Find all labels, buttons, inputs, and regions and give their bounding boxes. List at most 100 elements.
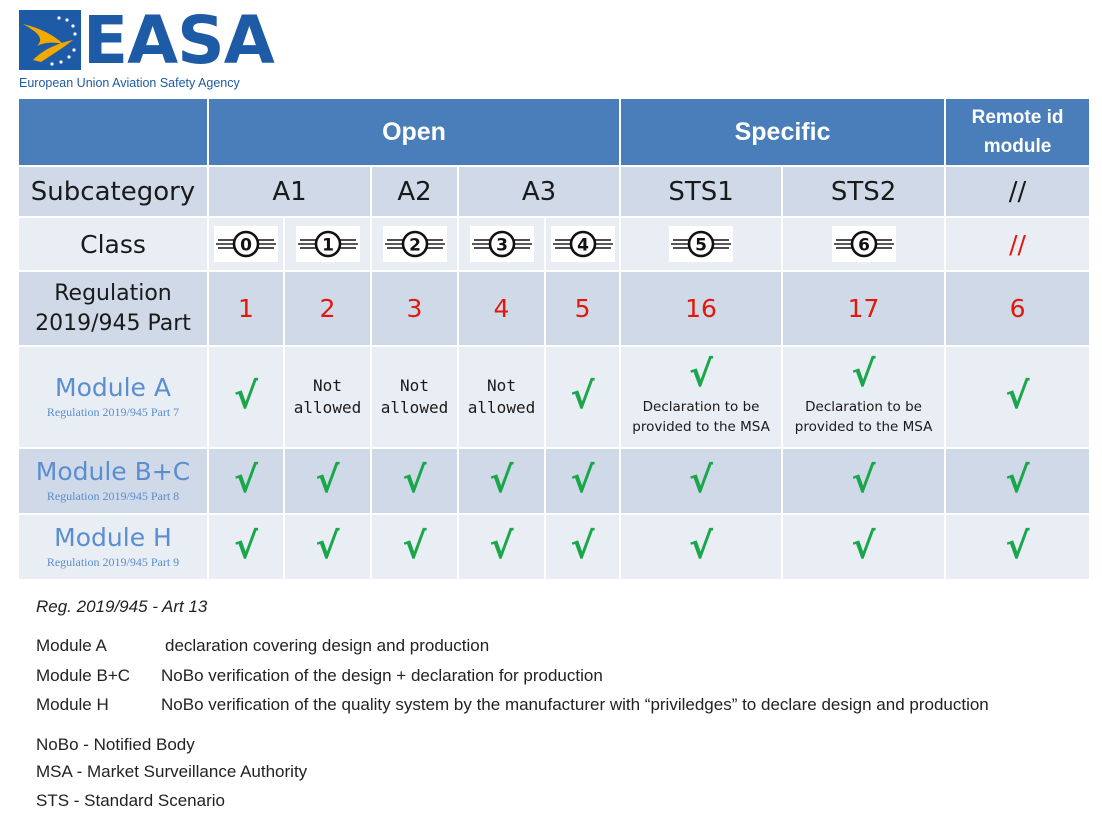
module-a-cell: √	[944, 345, 1092, 449]
subcategory-label: Subcategory	[17, 165, 209, 218]
module-bc-cell: √	[283, 447, 372, 515]
check-icon: √	[233, 526, 258, 567]
class-badge-icon: 5	[669, 226, 734, 262]
class-badge-label: 1	[322, 236, 334, 256]
note-module-bc: Module B+C NoBo verification of the desig…	[36, 666, 603, 685]
class-remote: //	[944, 216, 1092, 272]
class-badge-label: 5	[695, 236, 707, 256]
module-h-cell: √	[370, 513, 459, 581]
module-a-cell: Not allowed	[457, 345, 546, 449]
regulation-part: 17	[781, 270, 947, 347]
class-cell-c1: 1	[283, 216, 372, 272]
class-badge-label: 4	[577, 236, 589, 256]
class-badge-label: 3	[496, 236, 508, 256]
certification-table: Open Specific Remote id module Subcatego…	[17, 97, 1092, 581]
glossary-nobo: NoBo - Notified Body	[36, 735, 195, 754]
class-cell-c5: 5	[619, 216, 784, 272]
header-remote-id-module: Remote id module	[944, 97, 1092, 167]
class-row: Class 0 1 2 3 4 5 6 //	[17, 216, 1092, 272]
check-icon: √	[1005, 460, 1030, 501]
class-badge-label: 6	[858, 236, 870, 256]
subcategory-sts1: STS1	[619, 165, 784, 218]
class-label: Class	[17, 216, 209, 272]
check-icon: √	[689, 460, 714, 501]
check-icon: √	[851, 526, 876, 567]
regulation-part: 3	[370, 270, 459, 347]
class-badge-icon: 6	[831, 226, 896, 262]
subcategory-a3: A3	[456, 165, 622, 218]
module-h-cell: √	[543, 513, 622, 581]
check-icon: √	[315, 460, 340, 501]
regulation-part: 4	[457, 270, 546, 347]
check-icon: √	[233, 460, 258, 501]
header-open: Open	[206, 97, 622, 167]
class-cell-c6: 6	[781, 216, 947, 272]
check-icon: √	[489, 526, 514, 567]
class-badge-label: 2	[409, 236, 421, 256]
module-h-label: Module H Regulation 2019/945 Part 9	[17, 513, 209, 581]
module-a-label: Module A Regulation 2019/945 Part 7	[17, 345, 209, 449]
subcategory-a1: A1	[207, 165, 372, 218]
check-icon: √	[1005, 526, 1030, 567]
check-icon: √	[851, 460, 876, 501]
easa-emblem-icon	[19, 10, 81, 70]
check-icon: √	[315, 526, 340, 567]
module-h-cell: √	[457, 513, 546, 581]
class-badge-label: 0	[240, 236, 252, 256]
glossary-sts: STS - Standard Scenario	[36, 791, 225, 810]
regulation-part: 5	[543, 270, 622, 347]
header-specific: Specific	[619, 97, 947, 167]
check-icon: √	[689, 526, 714, 567]
regulation-part: 1	[207, 270, 285, 347]
class-badge-icon: 4	[550, 226, 615, 262]
module-bc-cell: √	[781, 447, 947, 515]
check-icon: √	[1005, 376, 1030, 417]
class-badge-icon: 1	[295, 226, 360, 262]
module-h-cell: √	[283, 513, 372, 581]
class-badge-icon: 3	[469, 226, 534, 262]
module-bc-cell: √	[457, 447, 546, 515]
regulation-part: 16	[619, 270, 784, 347]
subcategory-remote: //	[944, 165, 1092, 218]
logo-subtitle: European Union Aviation Safety Agency	[19, 76, 240, 90]
regulation-part: 6	[944, 270, 1092, 347]
module-a-cell: Not allowed	[370, 345, 459, 449]
module-a-cell: √ Declaration to be provided to the MSA	[781, 345, 947, 449]
check-icon: √	[689, 354, 714, 395]
class-cell-c3: 3	[457, 216, 546, 272]
regulation-part: 2	[283, 270, 372, 347]
module-bc-cell: √	[207, 447, 285, 515]
check-icon: √	[402, 460, 427, 501]
header-empty-cell	[17, 97, 209, 167]
module-bc-cell: √	[944, 447, 1092, 515]
module-a-cell: √	[543, 345, 622, 449]
module-bc-label: Module B+C Regulation 2019/945 Part 8	[17, 447, 209, 515]
module-h-cell: √	[619, 513, 784, 581]
notes-reference: Reg. 2019/945 - Art 13	[36, 597, 208, 616]
class-badge-icon: 2	[382, 226, 447, 262]
module-a-cell: √	[207, 345, 285, 449]
easa-logo: EASA European Union Aviation Safety Agen…	[19, 2, 275, 95]
module-a-cell: Not allowed	[283, 345, 372, 449]
glossary-msa: MSA - Market Surveillance Authority	[36, 762, 308, 781]
note-module-h: Module H NoBo verification of the quality…	[36, 695, 989, 714]
check-icon: √	[570, 376, 595, 417]
regulation-row: Regulation 2019/945 Part 1 2 3 4 5 16 17…	[17, 270, 1092, 347]
check-icon: √	[851, 354, 876, 395]
check-icon: √	[233, 376, 258, 417]
module-bc-cell: √	[619, 447, 784, 515]
module-bc-cell: √	[543, 447, 622, 515]
class-cell-c0: 0	[207, 216, 285, 272]
class-badge-icon: 0	[214, 226, 278, 262]
check-icon: √	[489, 460, 514, 501]
class-cell-c2: 2	[370, 216, 459, 272]
module-h-cell: √	[781, 513, 947, 581]
check-icon: √	[570, 460, 595, 501]
logo-wordmark: EASA	[83, 2, 275, 79]
regulation-label: Regulation 2019/945 Part	[17, 270, 209, 347]
class-cell-c4: 4	[543, 216, 622, 272]
module-a-cell: √ Declaration to be provided to the MSA	[619, 345, 784, 449]
module-h-row: Module H Regulation 2019/945 Part 9 √ √ …	[17, 513, 1092, 581]
module-bc-row: Module B+C Regulation 2019/945 Part 8 √ …	[17, 447, 1092, 515]
